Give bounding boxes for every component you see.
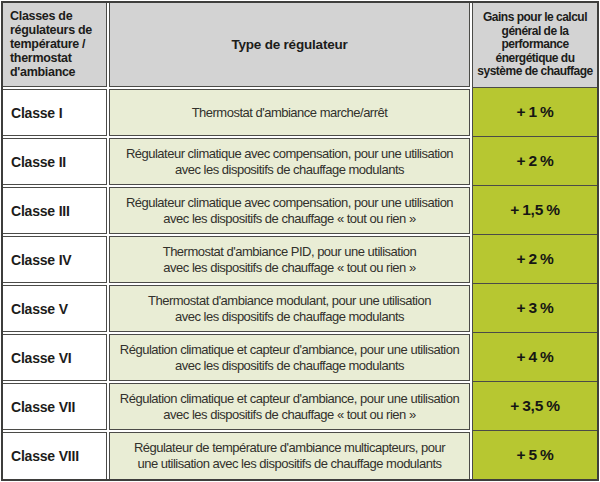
header-gains: Gains pour le calcul général de la perfo… bbox=[472, 3, 597, 87]
gain-value: + 1 % bbox=[472, 87, 597, 136]
class-label: Classe IV bbox=[3, 236, 107, 283]
regulator-type: Thermostat d'ambiance PID, pour une util… bbox=[109, 236, 470, 283]
column-regulator-type: Type de régulateur Thermostat d'ambiance… bbox=[109, 3, 470, 479]
regulator-type: Régulation climatique et capteur d'ambia… bbox=[109, 383, 470, 430]
regulator-type: Thermostat d'ambiance modulant, pour une… bbox=[109, 285, 470, 332]
regulator-type: Régulateur climatique avec compensation,… bbox=[109, 187, 470, 234]
gain-value: + 5 % bbox=[472, 430, 597, 479]
gain-value: + 2 % bbox=[472, 136, 597, 185]
header-classes: Classes de régulateurs de température / … bbox=[3, 3, 107, 87]
regulator-classes-table: Classes de régulateurs de température / … bbox=[1, 1, 599, 481]
regulator-type: Régulateur de température d'ambiance mul… bbox=[109, 432, 470, 479]
class-label: Classe VI bbox=[3, 334, 107, 381]
class-label: Classe VIII bbox=[3, 432, 107, 479]
gain-value: + 4 % bbox=[472, 332, 597, 381]
class-label: Classe III bbox=[3, 187, 107, 234]
gain-value: + 3,5 % bbox=[472, 381, 597, 430]
gain-value: + 2 % bbox=[472, 234, 597, 283]
class-label: Classe VII bbox=[3, 383, 107, 430]
regulator-type: Régulateur climatique avec compensation,… bbox=[109, 138, 470, 185]
gain-value: + 3 % bbox=[472, 283, 597, 332]
class-label: Classe II bbox=[3, 138, 107, 185]
regulator-type: Régulation climatique et capteur d'ambia… bbox=[109, 334, 470, 381]
column-gains: Gains pour le calcul général de la perfo… bbox=[472, 3, 597, 479]
gain-value: + 1,5 % bbox=[472, 185, 597, 234]
regulator-type: Thermostat d'ambiance marche/arrêt bbox=[109, 89, 470, 136]
header-regulator-type: Type de régulateur bbox=[109, 3, 470, 87]
class-label: Classe V bbox=[3, 285, 107, 332]
column-classes: Classes de régulateurs de température / … bbox=[3, 3, 107, 479]
class-label: Classe I bbox=[3, 89, 107, 136]
